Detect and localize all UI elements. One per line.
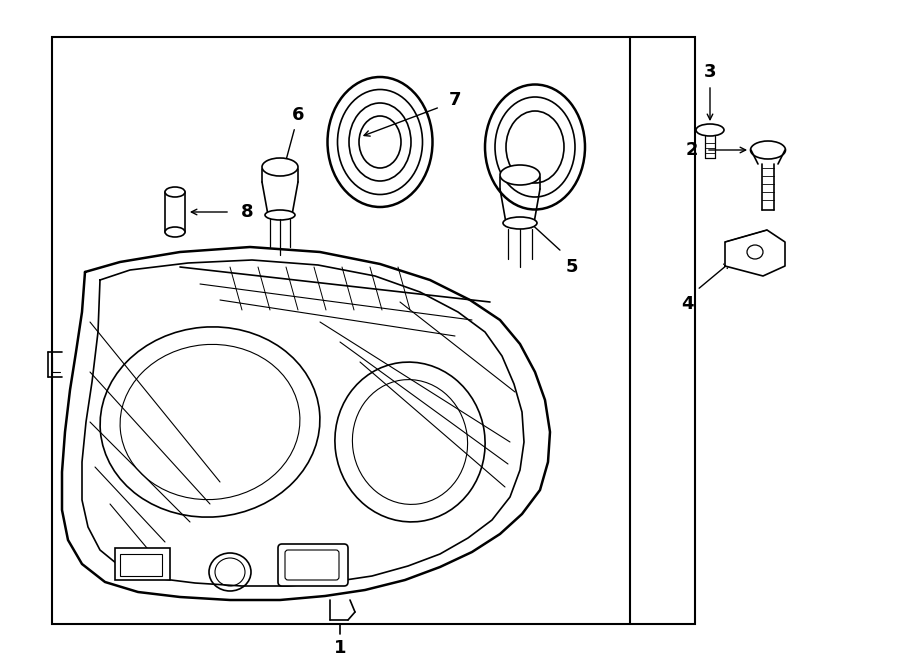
Polygon shape: [725, 230, 785, 276]
Ellipse shape: [165, 187, 185, 197]
Ellipse shape: [165, 227, 185, 237]
FancyBboxPatch shape: [285, 550, 339, 580]
Text: 2: 2: [686, 141, 698, 159]
Ellipse shape: [262, 158, 298, 176]
Text: 7: 7: [449, 91, 462, 109]
Text: 1: 1: [334, 639, 346, 657]
Text: 3: 3: [704, 63, 716, 81]
FancyBboxPatch shape: [278, 544, 348, 586]
Bar: [52, 37, 695, 624]
Text: 6: 6: [292, 106, 304, 124]
Ellipse shape: [500, 165, 540, 185]
Ellipse shape: [265, 210, 295, 220]
Ellipse shape: [696, 124, 724, 136]
Ellipse shape: [751, 141, 786, 159]
Ellipse shape: [503, 217, 537, 229]
Text: 8: 8: [240, 203, 253, 221]
Bar: [115, 548, 170, 580]
Text: 4: 4: [680, 295, 693, 313]
Bar: [120, 554, 162, 576]
Text: 5: 5: [566, 258, 579, 276]
